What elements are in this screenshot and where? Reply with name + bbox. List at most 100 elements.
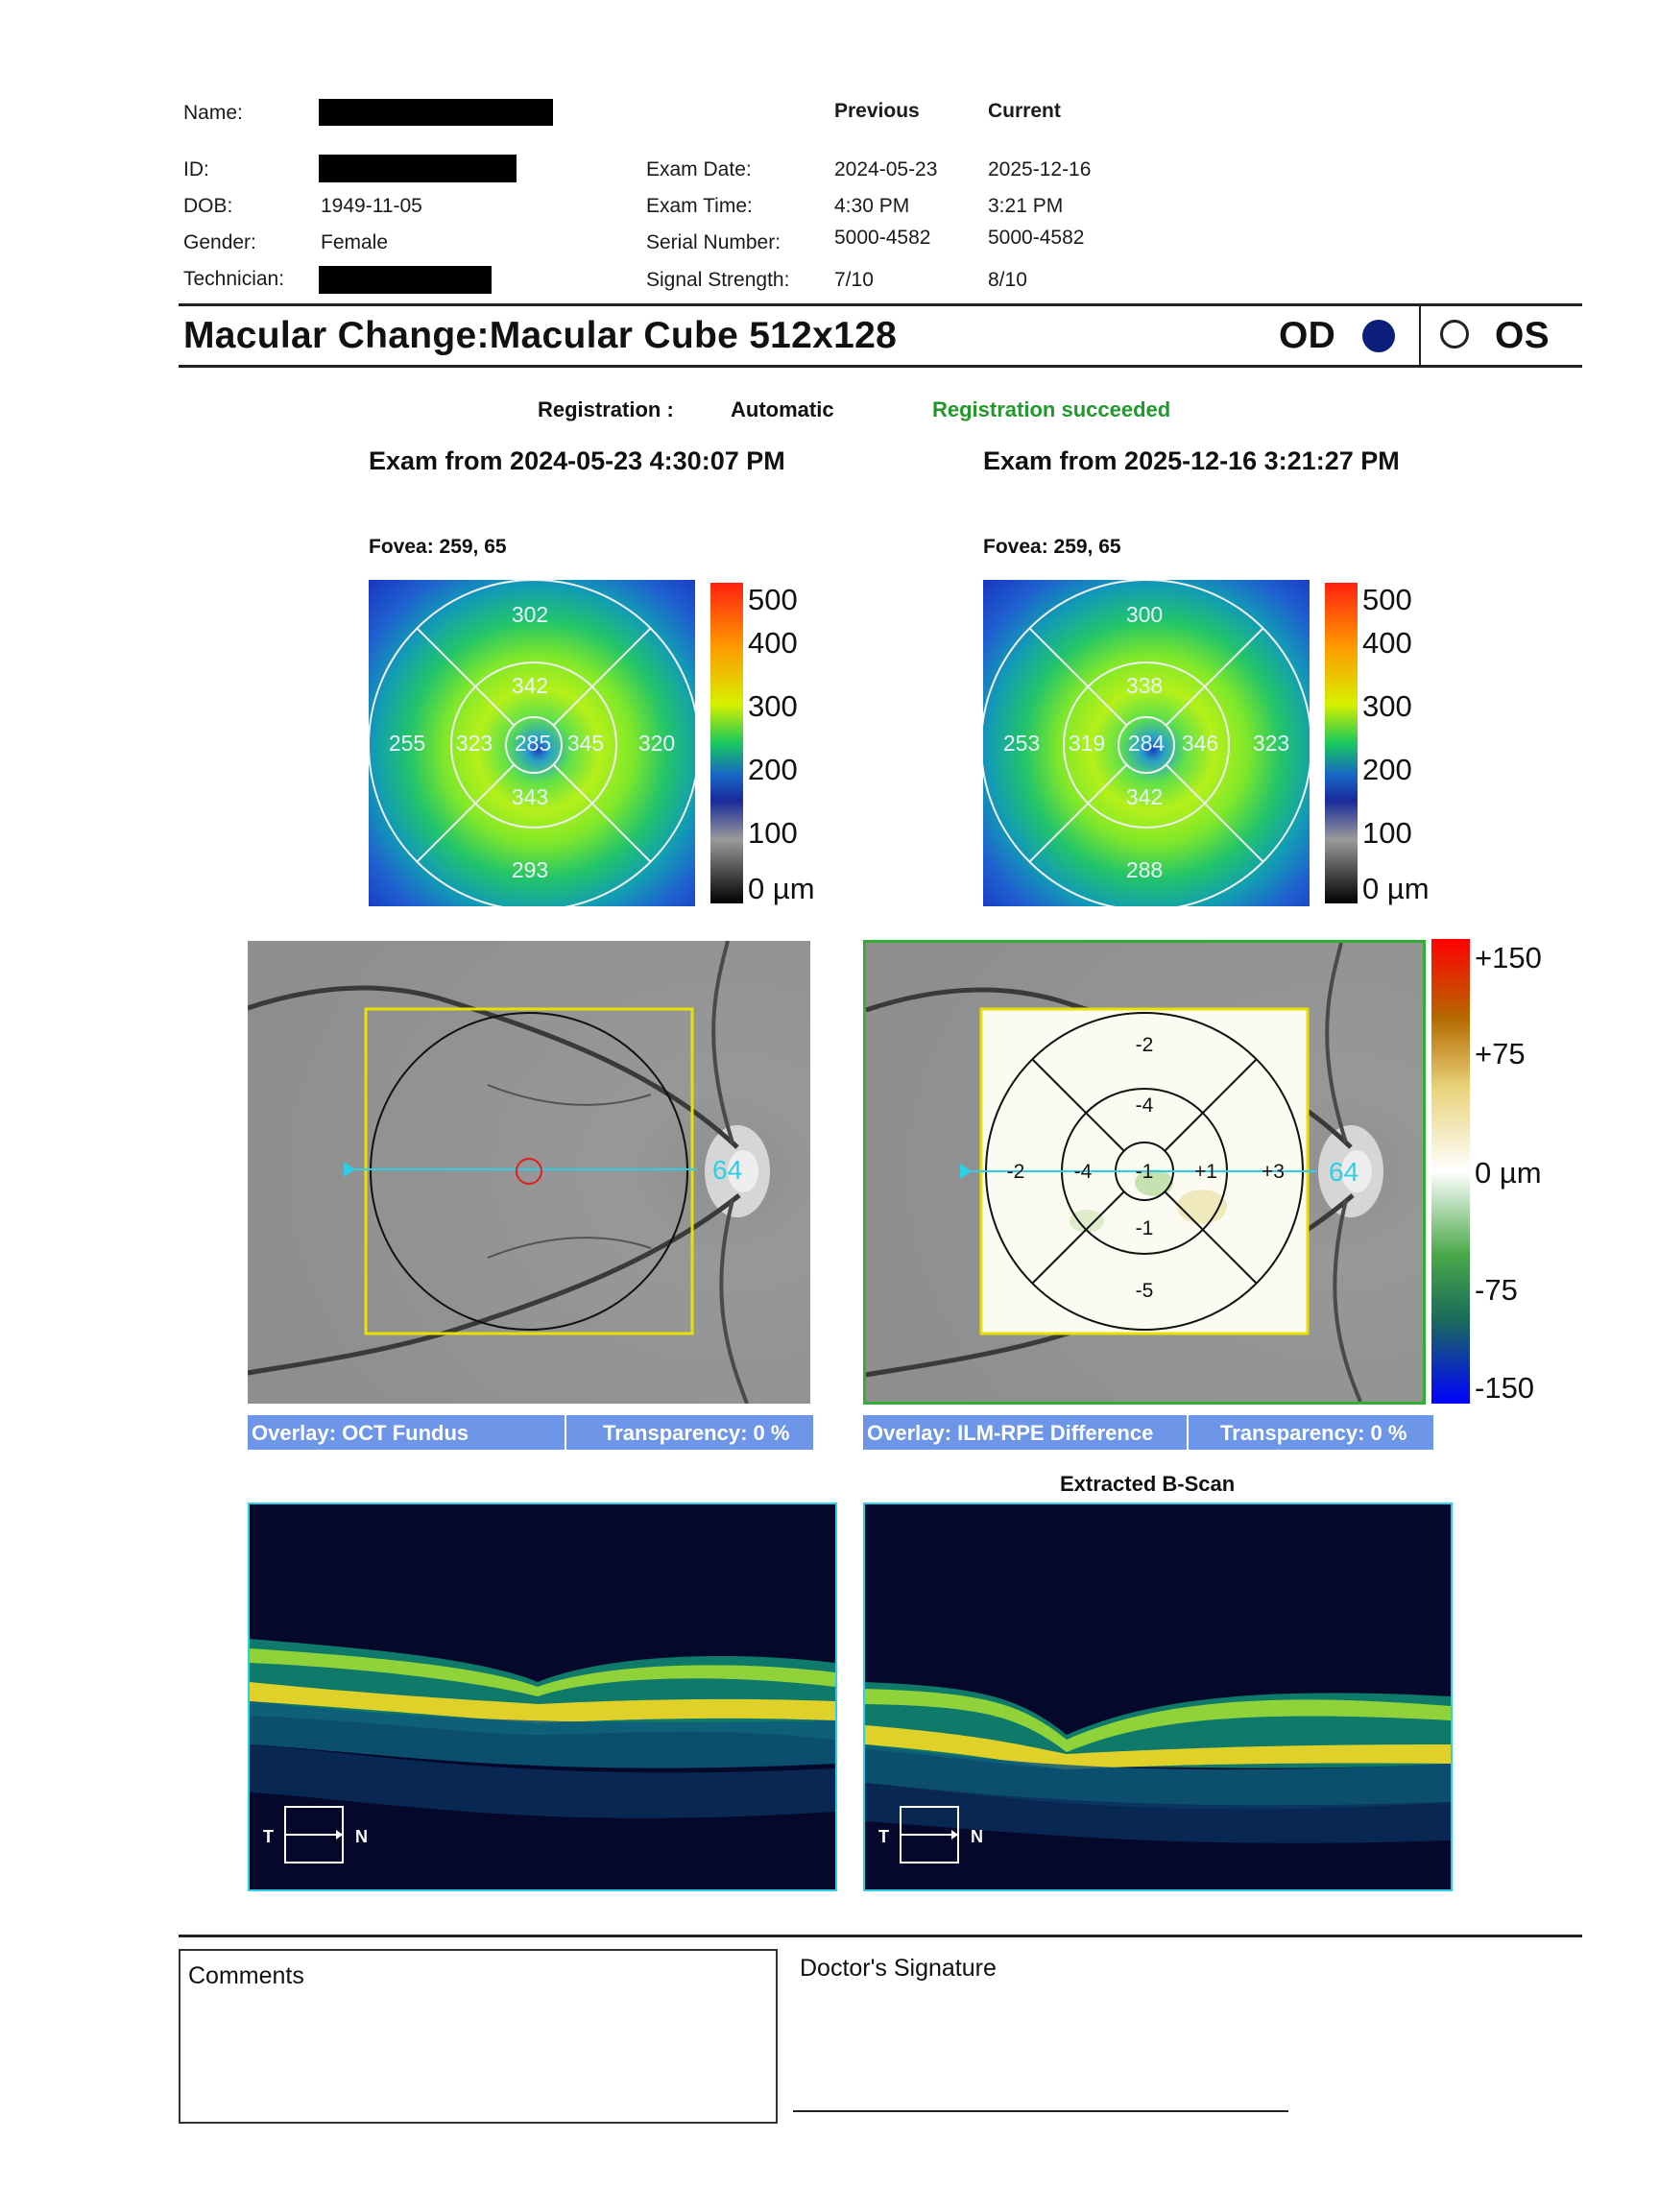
previous-thickness-scale bbox=[710, 583, 743, 903]
previous-exam-heading: Exam from 2024-05-23 4:30:07 PM bbox=[369, 446, 785, 475]
curr-scan-line-number: 64 bbox=[1329, 1157, 1358, 1187]
prev-scale-100: 100 bbox=[748, 816, 798, 850]
report-title: Macular Change:Macular Cube 512x128 bbox=[183, 315, 898, 356]
curr-scale-0: 0 µm bbox=[1362, 872, 1430, 905]
curr-sector-outer-inf: 288 bbox=[1126, 857, 1163, 882]
eye-divider bbox=[1419, 305, 1421, 367]
previous-fovea: Fovea: 259, 65 bbox=[369, 536, 507, 558]
curr-scale-500: 500 bbox=[1362, 583, 1412, 616]
previous-fundus-image: 64 bbox=[247, 940, 810, 1405]
title-bottom-rule bbox=[179, 365, 1582, 368]
od-radio-selected[interactable] bbox=[1362, 320, 1395, 352]
previous-column-header: Previous bbox=[834, 100, 920, 122]
current-bscan: T N bbox=[863, 1503, 1453, 1891]
diff-sector-outer-sup: -2 bbox=[1136, 1034, 1154, 1056]
diff-scale-minus150: -150 bbox=[1475, 1371, 1535, 1405]
current-thickness-map: 300 253 323 288 338 319 346 342 284 bbox=[980, 579, 1312, 911]
id-redaction bbox=[319, 155, 517, 182]
previous-transparency-label[interactable]: Transparency: 0 % bbox=[603, 1421, 790, 1445]
prev-bscan-temporal: T bbox=[263, 1827, 274, 1846]
prev-sector-inner-inf: 343 bbox=[512, 784, 548, 809]
current-thickness-scale bbox=[1325, 583, 1358, 903]
signal-strength-previous: 7/10 bbox=[834, 269, 874, 291]
current-fovea: Fovea: 259, 65 bbox=[983, 536, 1121, 558]
technician-redaction bbox=[319, 266, 492, 294]
current-exam-heading: Exam from 2025-12-16 3:21:27 PM bbox=[983, 446, 1400, 475]
comments-box[interactable]: Comments bbox=[179, 1949, 778, 2124]
exam-time-previous: 4:30 PM bbox=[834, 195, 910, 217]
curr-bscan-temporal: T bbox=[878, 1827, 889, 1846]
signature-line[interactable] bbox=[793, 2110, 1288, 2112]
diff-scale-zero: 0 µm bbox=[1475, 1156, 1542, 1190]
current-transparency-label[interactable]: Transparency: 0 % bbox=[1220, 1421, 1407, 1445]
exam-date-previous: 2024-05-23 bbox=[834, 158, 938, 180]
signal-strength-label: Signal Strength: bbox=[646, 269, 790, 291]
current-fundus-image: -2 -4 -2 -4 -1 +1 +3 -1 -5 64 bbox=[863, 940, 1426, 1405]
difference-scale bbox=[1431, 939, 1470, 1404]
prev-sector-inner-nas: 345 bbox=[567, 731, 604, 756]
exam-time-current: 3:21 PM bbox=[988, 195, 1064, 217]
serial-number-previous: 5000-4582 bbox=[834, 227, 931, 249]
registration-mode: Automatic bbox=[731, 397, 834, 421]
diff-sector-inner-inf: -1 bbox=[1136, 1217, 1154, 1239]
dob-value: 1949-11-05 bbox=[321, 195, 422, 217]
prev-sector-outer-temp: 255 bbox=[389, 731, 425, 756]
dob-label: DOB: bbox=[183, 195, 233, 217]
curr-scale-100: 100 bbox=[1362, 816, 1412, 850]
prev-scan-line-number: 64 bbox=[712, 1155, 742, 1185]
prev-sector-center: 285 bbox=[515, 731, 551, 756]
exam-date-label: Exam Date: bbox=[646, 158, 752, 180]
diff-sector-outer-nas: +3 bbox=[1262, 1161, 1285, 1183]
previous-overlay-bar[interactable]: Overlay: OCT Fundus Transparency: 0 % bbox=[248, 1415, 813, 1450]
prev-sector-outer-nas: 320 bbox=[638, 731, 675, 756]
diff-sector-outer-temp: -2 bbox=[1007, 1161, 1025, 1183]
curr-sector-inner-inf: 342 bbox=[1126, 784, 1163, 809]
curr-sector-inner-temp: 319 bbox=[1069, 731, 1105, 756]
exam-time-label: Exam Time: bbox=[646, 195, 753, 217]
prev-scale-0: 0 µm bbox=[748, 872, 815, 905]
prev-scale-400: 400 bbox=[748, 626, 798, 660]
curr-scale-200: 200 bbox=[1362, 753, 1412, 786]
current-overlay-divider bbox=[1187, 1415, 1189, 1450]
signal-strength-current: 8/10 bbox=[988, 269, 1027, 291]
current-overlay-label[interactable]: Overlay: ILM-RPE Difference bbox=[867, 1421, 1154, 1445]
previous-thickness-map: 302 255 320 293 342 323 345 343 285 bbox=[368, 579, 700, 911]
diff-sector-inner-temp: -4 bbox=[1074, 1161, 1093, 1183]
curr-sector-outer-nas: 323 bbox=[1253, 731, 1289, 756]
diff-sector-inner-nas: +1 bbox=[1194, 1161, 1217, 1183]
signature-label: Doctor's Signature bbox=[800, 1955, 997, 1982]
name-redaction bbox=[319, 99, 553, 126]
diff-sector-inner-sup: -4 bbox=[1136, 1094, 1154, 1117]
curr-scale-300: 300 bbox=[1362, 689, 1412, 723]
curr-sector-inner-nas: 346 bbox=[1182, 731, 1218, 756]
curr-sector-inner-sup: 338 bbox=[1126, 673, 1163, 698]
prev-sector-inner-temp: 323 bbox=[456, 731, 493, 756]
id-label: ID: bbox=[183, 158, 209, 180]
exam-date-current: 2025-12-16 bbox=[988, 158, 1092, 180]
prev-scale-500: 500 bbox=[748, 583, 798, 616]
prev-sector-outer-sup: 302 bbox=[512, 602, 548, 627]
prev-bscan-nasal: N bbox=[355, 1827, 368, 1846]
technician-label: Technician: bbox=[183, 268, 285, 290]
registration-status: Registration succeeded bbox=[932, 397, 1171, 421]
serial-number-current: 5000-4582 bbox=[988, 227, 1085, 249]
gender-label: Gender: bbox=[183, 231, 256, 253]
registration-label: Registration : bbox=[538, 397, 674, 421]
os-radio-unselected[interactable] bbox=[1440, 320, 1469, 349]
diff-sector-outer-inf: -5 bbox=[1136, 1280, 1154, 1302]
prev-sector-outer-inf: 293 bbox=[512, 857, 548, 882]
diff-scale-plus75: +75 bbox=[1475, 1037, 1526, 1070]
current-overlay-bar[interactable]: Overlay: ILM-RPE Difference Transparency… bbox=[863, 1415, 1433, 1450]
previous-overlay-divider bbox=[565, 1415, 566, 1450]
current-column-header: Current bbox=[988, 100, 1061, 122]
curr-scale-400: 400 bbox=[1362, 626, 1412, 660]
prev-scale-300: 300 bbox=[748, 689, 798, 723]
diff-scale-plus150: +150 bbox=[1475, 941, 1542, 974]
prev-scale-200: 200 bbox=[748, 753, 798, 786]
curr-sector-center: 284 bbox=[1128, 731, 1166, 756]
extracted-bscan-label: Extracted B-Scan bbox=[1060, 1472, 1236, 1496]
previous-overlay-label[interactable]: Overlay: OCT Fundus bbox=[252, 1421, 469, 1445]
comments-label: Comments bbox=[188, 1962, 304, 1989]
prev-sector-inner-sup: 342 bbox=[512, 673, 548, 698]
diff-sector-center: -1 bbox=[1136, 1161, 1154, 1183]
